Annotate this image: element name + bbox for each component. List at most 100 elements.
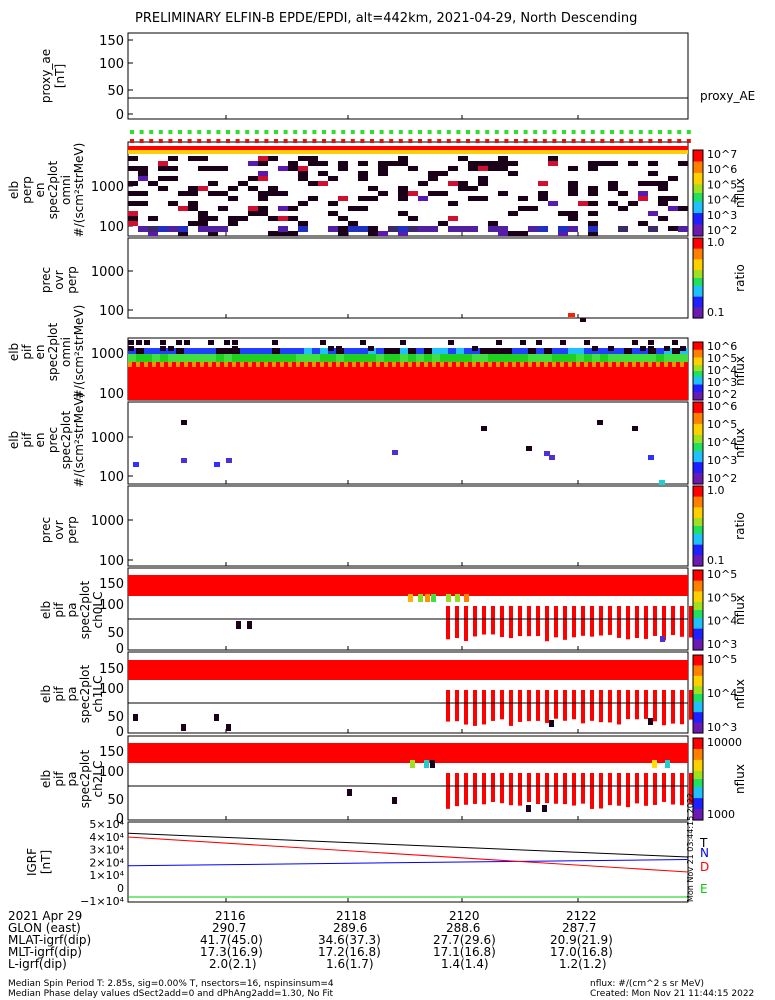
ch2-pixel xyxy=(526,805,531,812)
prec-pixel xyxy=(597,420,603,425)
proxy-ae-legend: proxy_AE xyxy=(700,89,755,103)
omni-green-band xyxy=(272,354,280,362)
flag-dot-green xyxy=(533,130,538,134)
perp-pixel xyxy=(278,206,288,211)
igrf-y-tick: −1×10⁴ xyxy=(80,895,124,908)
flag-dot-green xyxy=(610,130,614,134)
cbar-ch2-bin xyxy=(693,811,703,816)
cbar-ch0-bin xyxy=(693,572,703,576)
cbar-omni-bin xyxy=(693,386,703,389)
perp-pixel xyxy=(568,181,578,186)
cbar-omni-frame xyxy=(692,341,704,401)
omni-blue-band xyxy=(176,348,184,354)
cbar-ch1-bin xyxy=(693,657,703,661)
footer-date: 2021 Apr 29 xyxy=(8,909,83,923)
perp-pixel xyxy=(218,191,228,196)
ch0-gap xyxy=(583,596,586,606)
ch2-tail xyxy=(635,773,639,804)
footer-note-2: Median Phase delay values dSect2add=0 an… xyxy=(8,989,333,999)
perp-pixel xyxy=(618,206,628,211)
tick-2122: 2122 xyxy=(566,909,597,923)
perp-pixel xyxy=(588,166,598,171)
ch0-gap xyxy=(682,596,685,606)
ch0-tail xyxy=(635,606,639,639)
flag-dot-red xyxy=(600,139,605,143)
omni-green-band xyxy=(176,354,184,362)
perp-pixel xyxy=(368,226,378,231)
omni-orange xyxy=(160,362,164,367)
cbar-perp-bin xyxy=(693,155,703,160)
cbar-ch1-bin xyxy=(693,655,703,659)
omni-green-band xyxy=(224,354,232,362)
omni-blue-band xyxy=(224,348,232,354)
ch1-gap xyxy=(601,680,604,690)
flag-dot-red xyxy=(341,139,346,143)
perp-pixel xyxy=(348,221,358,226)
omni-orange xyxy=(392,362,396,367)
ylabel-ch2: elb xyxy=(39,770,53,788)
flag-dot-green xyxy=(475,130,480,134)
omni-blue-band xyxy=(672,348,680,354)
perp-pixel xyxy=(438,171,448,176)
ch1-saturated xyxy=(128,660,688,680)
cbar-prec-bin xyxy=(693,453,703,458)
perp-pixel xyxy=(518,231,528,236)
cbar-prec-bin xyxy=(693,481,703,485)
omni-green-band xyxy=(568,354,576,362)
ylabel-ratio-2: prec xyxy=(39,517,53,543)
flag-dot-green xyxy=(293,130,298,134)
ch0-tail xyxy=(518,606,522,637)
footer-note-1: Median Spin Period T: 2.85s, sig=0.00% T… xyxy=(8,979,334,989)
cbar-perp-bin xyxy=(693,150,703,154)
omni-blue-band xyxy=(576,348,584,354)
omni-blue-band xyxy=(512,348,520,354)
ch0-gap xyxy=(304,596,307,606)
cbar-ch2-bin xyxy=(693,800,703,805)
cbar-ch0-bin xyxy=(693,594,703,598)
perp-pixel xyxy=(358,176,368,181)
cbar-ch0-bin xyxy=(693,623,703,627)
cbar-prec-bin xyxy=(693,470,703,474)
perp-pixel xyxy=(238,216,248,221)
ch0-gap xyxy=(520,596,523,606)
ch0-gap xyxy=(340,596,343,606)
flag-dot-green xyxy=(158,130,163,134)
cbar-ratio-2-bin xyxy=(693,523,703,527)
omni-green-band xyxy=(576,354,584,362)
ch0-gap xyxy=(439,596,442,606)
ylabel-ratio-1: perp xyxy=(65,266,79,294)
cbar-prec-bin xyxy=(693,429,703,433)
cbar-prec-bin xyxy=(693,475,703,480)
ch2-gap xyxy=(142,763,145,773)
cbar-ch2-bin xyxy=(693,809,703,813)
y-tick-label: 1000 xyxy=(91,347,124,362)
omni-blue-band xyxy=(552,348,560,354)
cbar-perp-bin xyxy=(693,215,703,220)
omni-blue-band xyxy=(624,348,632,354)
perp-pixel xyxy=(208,166,218,171)
cbar-perp-bin xyxy=(693,193,703,197)
flag-dot-green xyxy=(562,130,566,134)
perp-low-pixel xyxy=(558,226,568,232)
flag-dot-red xyxy=(638,139,643,143)
cbar-ratio-2-bin xyxy=(693,486,703,490)
cbar-ch0-bin xyxy=(693,631,703,635)
ch1-gap xyxy=(574,680,577,690)
cbar-ch0-bin xyxy=(693,578,703,582)
flag-dot-red xyxy=(446,139,451,143)
flag-dot-green xyxy=(677,130,682,134)
cbar-prec-bin xyxy=(693,443,703,447)
omni-green-band xyxy=(600,354,608,362)
ylabel-prec: #/(scm²strMeV) xyxy=(72,393,86,488)
cbar-perp-bin xyxy=(693,167,703,171)
cbar-ch2-bin xyxy=(693,787,703,791)
flag-dot-green xyxy=(446,130,451,134)
omni-green-band xyxy=(328,354,336,362)
cbar-ratio-1-bin xyxy=(693,286,703,290)
mlat-1: 41.7(45.0) xyxy=(200,933,263,947)
omni-orange xyxy=(648,362,652,367)
igrf-y-tick: 2×10⁴ xyxy=(89,856,124,869)
omni-blue-band xyxy=(288,348,296,354)
cbar-ch2-bin xyxy=(693,798,703,802)
cbar-ch2-bin xyxy=(693,762,703,766)
